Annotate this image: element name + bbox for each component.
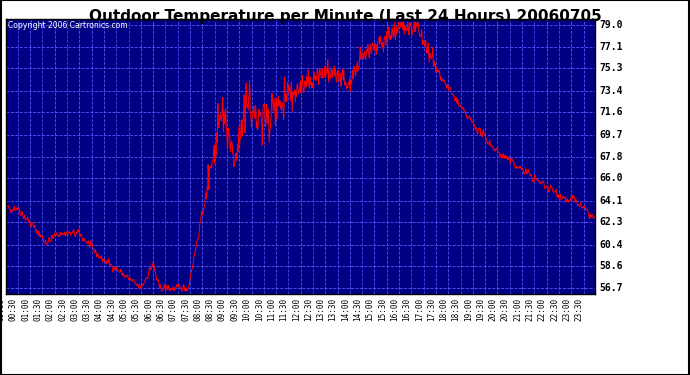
Text: 06:30: 06:30 (157, 298, 166, 321)
Text: 20:00: 20:00 (489, 298, 497, 321)
Text: 23:30: 23:30 (575, 298, 584, 321)
Text: 14:30: 14:30 (353, 298, 362, 321)
Text: 15:30: 15:30 (378, 298, 387, 321)
Text: 18:00: 18:00 (440, 298, 449, 321)
Text: 08:00: 08:00 (193, 298, 202, 321)
Text: 02:30: 02:30 (58, 298, 67, 321)
Text: 19:30: 19:30 (476, 298, 485, 321)
Text: 06:00: 06:00 (144, 298, 153, 321)
Text: 03:00: 03:00 (70, 298, 79, 321)
Text: 10:00: 10:00 (242, 298, 251, 321)
Text: 11:00: 11:00 (267, 298, 276, 321)
Text: 07:30: 07:30 (181, 298, 190, 321)
Text: 69.7: 69.7 (599, 130, 622, 140)
Text: Outdoor Temperature per Minute (Last 24 Hours) 20060705: Outdoor Temperature per Minute (Last 24 … (88, 9, 602, 24)
Text: 04:30: 04:30 (107, 298, 116, 321)
Text: 05:30: 05:30 (132, 298, 141, 321)
Text: 09:30: 09:30 (230, 298, 239, 321)
Text: 21:30: 21:30 (525, 298, 534, 321)
Text: 77.1: 77.1 (599, 42, 622, 52)
Text: 22:00: 22:00 (538, 298, 546, 321)
Text: 07:00: 07:00 (169, 298, 178, 321)
Text: 03:30: 03:30 (83, 298, 92, 321)
Text: 15:00: 15:00 (366, 298, 375, 321)
Text: 02:00: 02:00 (46, 298, 55, 321)
Text: 71.6: 71.6 (599, 107, 622, 117)
Text: 20:30: 20:30 (501, 298, 510, 321)
Text: 22:30: 22:30 (550, 298, 559, 321)
Text: 64.1: 64.1 (599, 196, 622, 206)
Text: 17:30: 17:30 (427, 298, 436, 321)
Text: 12:00: 12:00 (292, 298, 301, 321)
Text: 05:00: 05:00 (119, 298, 128, 321)
Text: Copyright 2006 Cartronics.com: Copyright 2006 Cartronics.com (8, 21, 127, 30)
Text: 67.8: 67.8 (599, 152, 622, 162)
Text: 11:30: 11:30 (279, 298, 288, 321)
Text: 12:30: 12:30 (304, 298, 313, 321)
Text: 73.4: 73.4 (599, 86, 622, 96)
Text: 13:00: 13:00 (316, 298, 325, 321)
Text: 66.0: 66.0 (599, 174, 622, 183)
Text: 08:30: 08:30 (206, 298, 215, 321)
Text: 62.3: 62.3 (599, 217, 622, 227)
Text: 60.4: 60.4 (599, 240, 622, 250)
Text: 18:30: 18:30 (451, 298, 461, 321)
Text: 23:00: 23:00 (562, 298, 571, 321)
Text: 75.3: 75.3 (599, 63, 622, 74)
Text: 10:30: 10:30 (255, 298, 264, 321)
Text: 17:00: 17:00 (415, 298, 424, 321)
Text: 00:00: 00:00 (0, 298, 6, 321)
Text: 79.0: 79.0 (599, 20, 622, 30)
Text: 56.7: 56.7 (599, 284, 622, 294)
Text: 16:00: 16:00 (390, 298, 399, 321)
Text: 00:30: 00:30 (9, 298, 18, 321)
Text: 19:00: 19:00 (464, 298, 473, 321)
Text: 01:30: 01:30 (33, 298, 42, 321)
Text: 09:00: 09:00 (218, 298, 227, 321)
Text: 21:00: 21:00 (513, 298, 522, 321)
Text: 01:00: 01:00 (21, 298, 30, 321)
Text: 13:30: 13:30 (328, 298, 337, 321)
Text: 16:30: 16:30 (402, 298, 411, 321)
Text: 58.6: 58.6 (599, 261, 622, 271)
Text: 04:00: 04:00 (95, 298, 104, 321)
Text: 14:00: 14:00 (341, 298, 350, 321)
